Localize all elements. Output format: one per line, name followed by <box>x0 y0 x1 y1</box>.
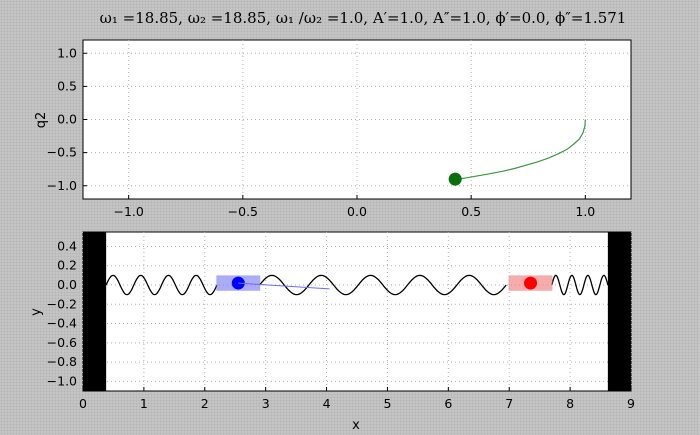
phase-plot-area <box>82 39 632 200</box>
phase-x-tick-label: −0.5 <box>228 204 258 219</box>
spring-plot-area <box>82 231 632 392</box>
spring-x-tick-label: 3 <box>262 396 270 411</box>
phase-x-tick-label: 0.0 <box>347 204 367 219</box>
spring-x-tick-label: 9 <box>627 396 635 411</box>
spring-x-tick-label: 2 <box>201 396 209 411</box>
spring-plot-x-ticks: 0 1 2 3 4 5 6 7 8 9 <box>79 387 635 411</box>
phase-x-tick-label: 1.0 <box>575 204 595 219</box>
spring-x-tick-label: 7 <box>505 396 513 411</box>
spring-x-tick-label: 6 <box>444 396 452 411</box>
spring-plot-y-ticks: 0.4 0.2 0.0 −0.2 −0.4 −0.6 −0.8 −1.0 <box>47 238 87 388</box>
spring-y-tick-label: −0.6 <box>47 335 77 350</box>
phase-x-tick-label: 0.5 <box>461 204 481 219</box>
spring-y-tick-label: 0.0 <box>57 277 77 292</box>
phase-plot-y-ticks: 1.0 0.5 0.0 −0.5 −1.0 <box>47 45 87 193</box>
spring-y-tick-label: −1.0 <box>47 373 77 388</box>
spring-coils <box>105 274 609 296</box>
phase-plot-grid <box>83 40 631 199</box>
spring-y-tick-label: 0.2 <box>57 258 77 273</box>
spring-y-tick-label: −0.2 <box>47 296 77 311</box>
mass-2-dot <box>524 276 538 290</box>
spring-coil <box>105 274 218 296</box>
phase-current-point <box>448 172 462 186</box>
phase-plot-x-ticks: −1.0 −0.5 0.0 0.5 1.0 <box>113 195 595 219</box>
spring-y-tick-label: 0.4 <box>57 238 77 253</box>
wall <box>83 232 107 391</box>
phase-y-tick-label: 1.0 <box>57 45 77 60</box>
spring-plot: 0 1 2 3 4 5 6 7 8 9 0.4 0.2 0.0 −0.2 −0.4 −0.6 −0.8 −1.0… <box>29 231 635 433</box>
mass-link-line <box>238 282 330 290</box>
spring-plot-x-label: x <box>352 418 360 433</box>
wall <box>607 232 631 391</box>
spring-coil <box>551 274 609 296</box>
phase-y-tick-label: −1.0 <box>47 178 77 193</box>
phase-y-tick-label: −0.5 <box>47 145 77 160</box>
spring-x-tick-label: 5 <box>383 396 391 411</box>
phase-plot-y-label: q2 <box>34 112 49 129</box>
spring-x-tick-label: 1 <box>140 396 148 411</box>
phase-trajectory-line <box>457 119 586 180</box>
phase-plot: −1.0 −0.5 0.0 0.5 1.0 1.0 0.5 0.0 −0.5 −1.0 q2 <box>34 39 632 219</box>
spring-walls <box>83 232 631 391</box>
spring-x-tick-label: 0 <box>79 396 87 411</box>
phase-y-tick-label: 0.5 <box>57 78 77 93</box>
figure-title: ω₁ =18.85, ω₂ =18.85, ω₁ /ω₂ =1.0, A′=1.… <box>100 9 627 27</box>
phase-y-tick-label: 0.0 <box>57 112 77 127</box>
spring-y-tick-label: −0.4 <box>47 316 77 331</box>
spring-plot-y-label: y <box>29 308 44 316</box>
spring-x-tick-label: 4 <box>323 396 331 411</box>
spring-coil <box>259 274 507 296</box>
spring-y-tick-label: −0.8 <box>47 354 77 369</box>
spring-x-tick-label: 8 <box>566 396 574 411</box>
phase-x-tick-label: −1.0 <box>113 204 143 219</box>
